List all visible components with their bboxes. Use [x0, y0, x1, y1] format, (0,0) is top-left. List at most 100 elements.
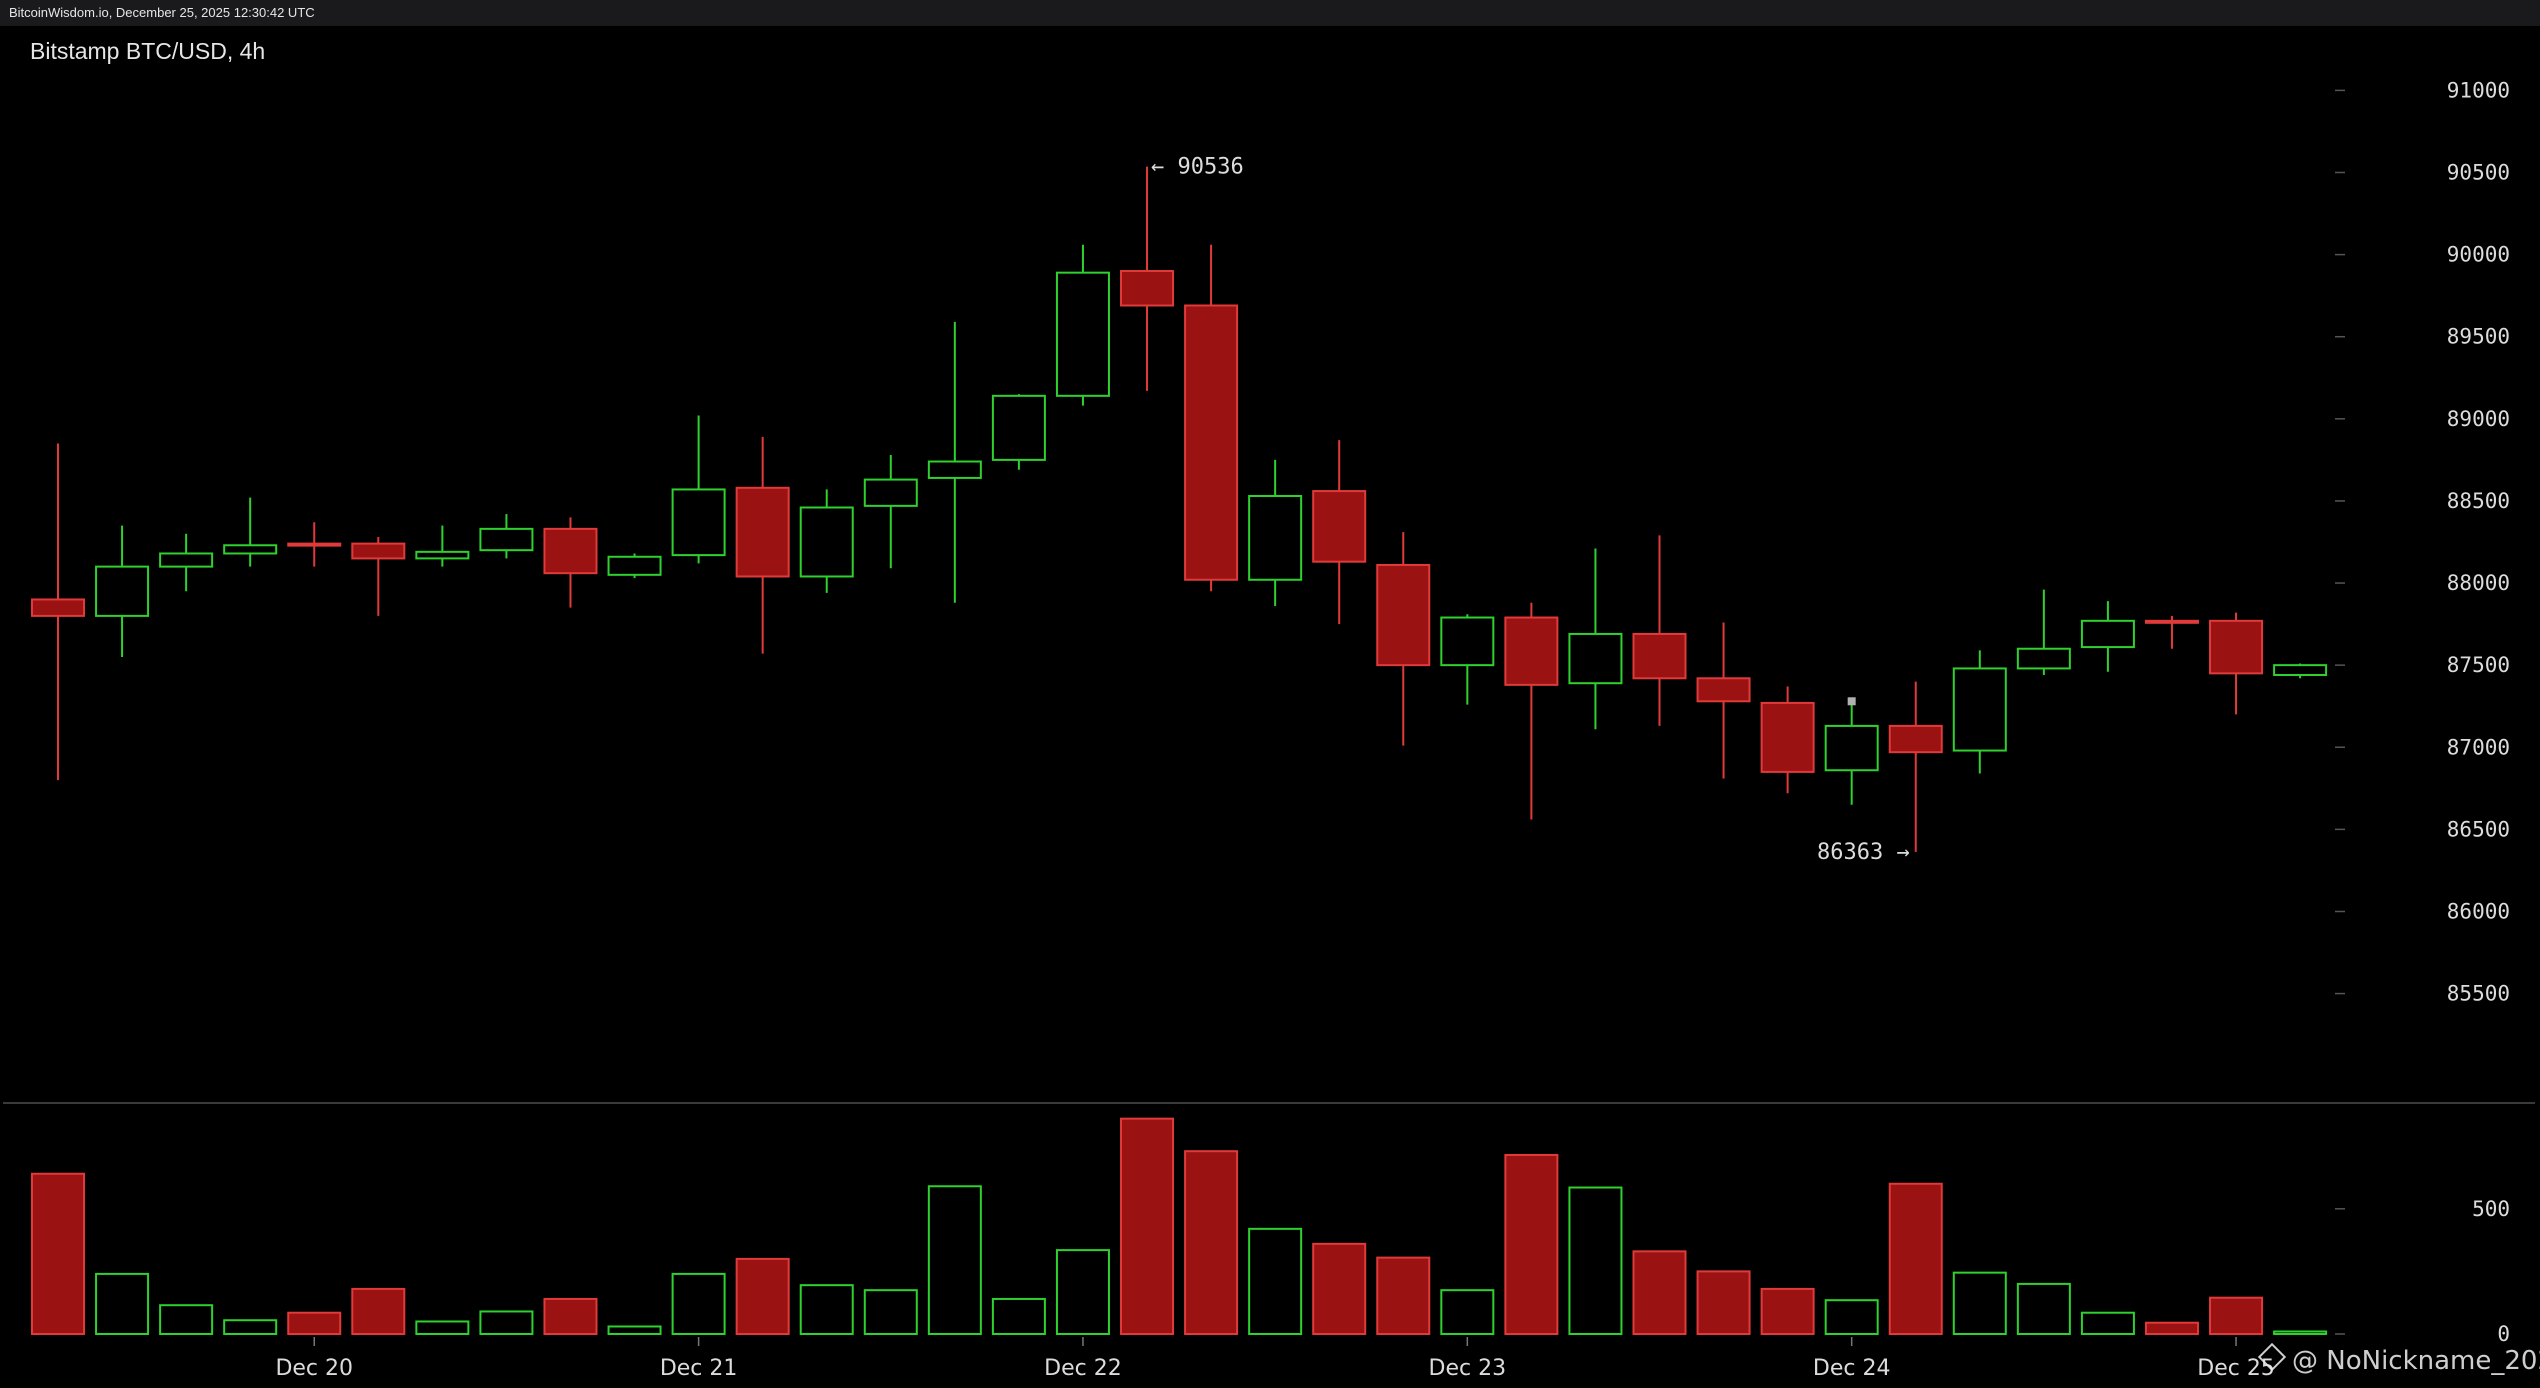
volume-bar [2080, 1311, 2135, 1335]
watermark-text: @ NoNickname_2025 [2292, 1346, 2540, 1376]
candle-body [863, 478, 918, 507]
volume-bar [863, 1289, 918, 1336]
x-tick-label: Dec 25 [2197, 1356, 2275, 1381]
volume-bar [95, 1272, 150, 1336]
volume-bar [1312, 1242, 1367, 1335]
volume-bar [287, 1311, 342, 1335]
candle-body [1888, 724, 1943, 754]
candle-body [607, 555, 662, 576]
price-tick-label: 91000 [2447, 78, 2510, 102]
volume-tick-label: 500 [2472, 1197, 2510, 1221]
high-annotation: ← 90536 [1151, 155, 1244, 180]
volume-bar [607, 1325, 662, 1336]
volume-bar [159, 1304, 214, 1335]
candle-body [735, 486, 790, 578]
volume-bar [1440, 1289, 1495, 1336]
candle-body [1568, 632, 1623, 685]
volume-bar [1632, 1250, 1687, 1336]
x-tick-label: Dec 22 [1044, 1356, 1122, 1381]
chart-title: Bitstamp BTC/USD, 4h [30, 38, 266, 64]
x-tick-label: Dec 24 [1813, 1356, 1891, 1381]
candle-body [95, 565, 150, 617]
candle-body [1184, 304, 1239, 581]
price-tick-label: 86500 [2447, 817, 2510, 841]
price-tick-label: 89500 [2447, 325, 2510, 349]
candle-body [1824, 724, 1879, 772]
volume-bar [735, 1257, 790, 1336]
volume-bar [1376, 1256, 1431, 1336]
volume-tick-label: 0 [2497, 1322, 2510, 1346]
volume-bar [1184, 1150, 1239, 1336]
watermark: @ NoNickname_2025 [2257, 1342, 2540, 1376]
volume-bar [1504, 1153, 1559, 1335]
volume-bar [1055, 1249, 1110, 1335]
candle-body [799, 506, 854, 578]
candle-body [671, 488, 726, 557]
volume-bar [223, 1319, 278, 1336]
candle-body [1760, 701, 1815, 773]
candle-body [2144, 619, 2199, 624]
price-tick-label: 89000 [2447, 407, 2510, 431]
diamond-logo-icon [2257, 1342, 2287, 1372]
candle-body [1248, 495, 1303, 581]
candle-body [2080, 619, 2135, 649]
candle-body [991, 394, 1046, 461]
price-tick-label: 88000 [2447, 571, 2510, 595]
marker-dot [1847, 697, 1856, 706]
x-tick-label: Dec 23 [1429, 1356, 1507, 1381]
price-tick-label: 87500 [2447, 653, 2510, 677]
candle-body [479, 527, 534, 552]
volume-bar [2144, 1321, 2199, 1336]
candle-body [287, 542, 342, 547]
price-tick-label: 90500 [2447, 160, 2510, 184]
x-tick-label: Dec 21 [660, 1356, 738, 1381]
chart-panel [3, 26, 2535, 1382]
volume-bar [1568, 1186, 1623, 1335]
volume-bar [927, 1185, 982, 1336]
volume-bar [1248, 1227, 1303, 1336]
candle-body [543, 527, 598, 575]
volume-bar [543, 1297, 598, 1335]
candle-body [1312, 490, 1367, 563]
source-timestamp: BitcoinWisdom.io, December 25, 2025 12:3… [9, 5, 315, 20]
volume-bar [1760, 1287, 1815, 1335]
candle-body [2273, 664, 2328, 677]
price-tick-label: 88500 [2447, 489, 2510, 513]
volume-bar [479, 1310, 534, 1335]
candle-body [2209, 619, 2264, 675]
volume-bar [1696, 1270, 1751, 1336]
price-tick-label: 85500 [2447, 982, 2510, 1006]
candle-body [1376, 563, 1431, 667]
candle-body [351, 542, 406, 560]
candle-body [927, 460, 982, 479]
candle-body [1952, 667, 2007, 752]
volume-bar [2016, 1282, 2071, 1336]
price-tick-label: 87000 [2447, 735, 2510, 759]
price-tick-label: 90000 [2447, 243, 2510, 267]
x-tick-label: Dec 20 [275, 1356, 353, 1381]
candle-body [2016, 647, 2071, 670]
volume-bar [991, 1297, 1046, 1335]
volume-bar [1952, 1271, 2007, 1335]
volume-bar [351, 1287, 406, 1335]
candle-body [223, 544, 278, 555]
candle-body [1632, 632, 1687, 680]
candle-body [159, 552, 214, 568]
candle-body [1055, 271, 1110, 397]
low-annotation: 86363 → [1817, 840, 1910, 865]
volume-bar [2209, 1296, 2264, 1336]
candle-body [1696, 677, 1751, 703]
top-bar: BitcoinWisdom.io, December 25, 2025 12:3… [0, 0, 2540, 26]
volume-bar [799, 1284, 854, 1335]
candle-body [1504, 616, 1559, 686]
candle-body [415, 550, 470, 560]
volume-bar [1888, 1182, 1943, 1336]
candle-body [31, 598, 85, 617]
candle-body [1120, 270, 1175, 307]
volume-bar [415, 1320, 470, 1335]
price-tick-label: 86000 [2447, 899, 2510, 923]
candle-body [1440, 616, 1495, 667]
volume-bar [1824, 1299, 1879, 1336]
volume-bar [671, 1272, 726, 1336]
